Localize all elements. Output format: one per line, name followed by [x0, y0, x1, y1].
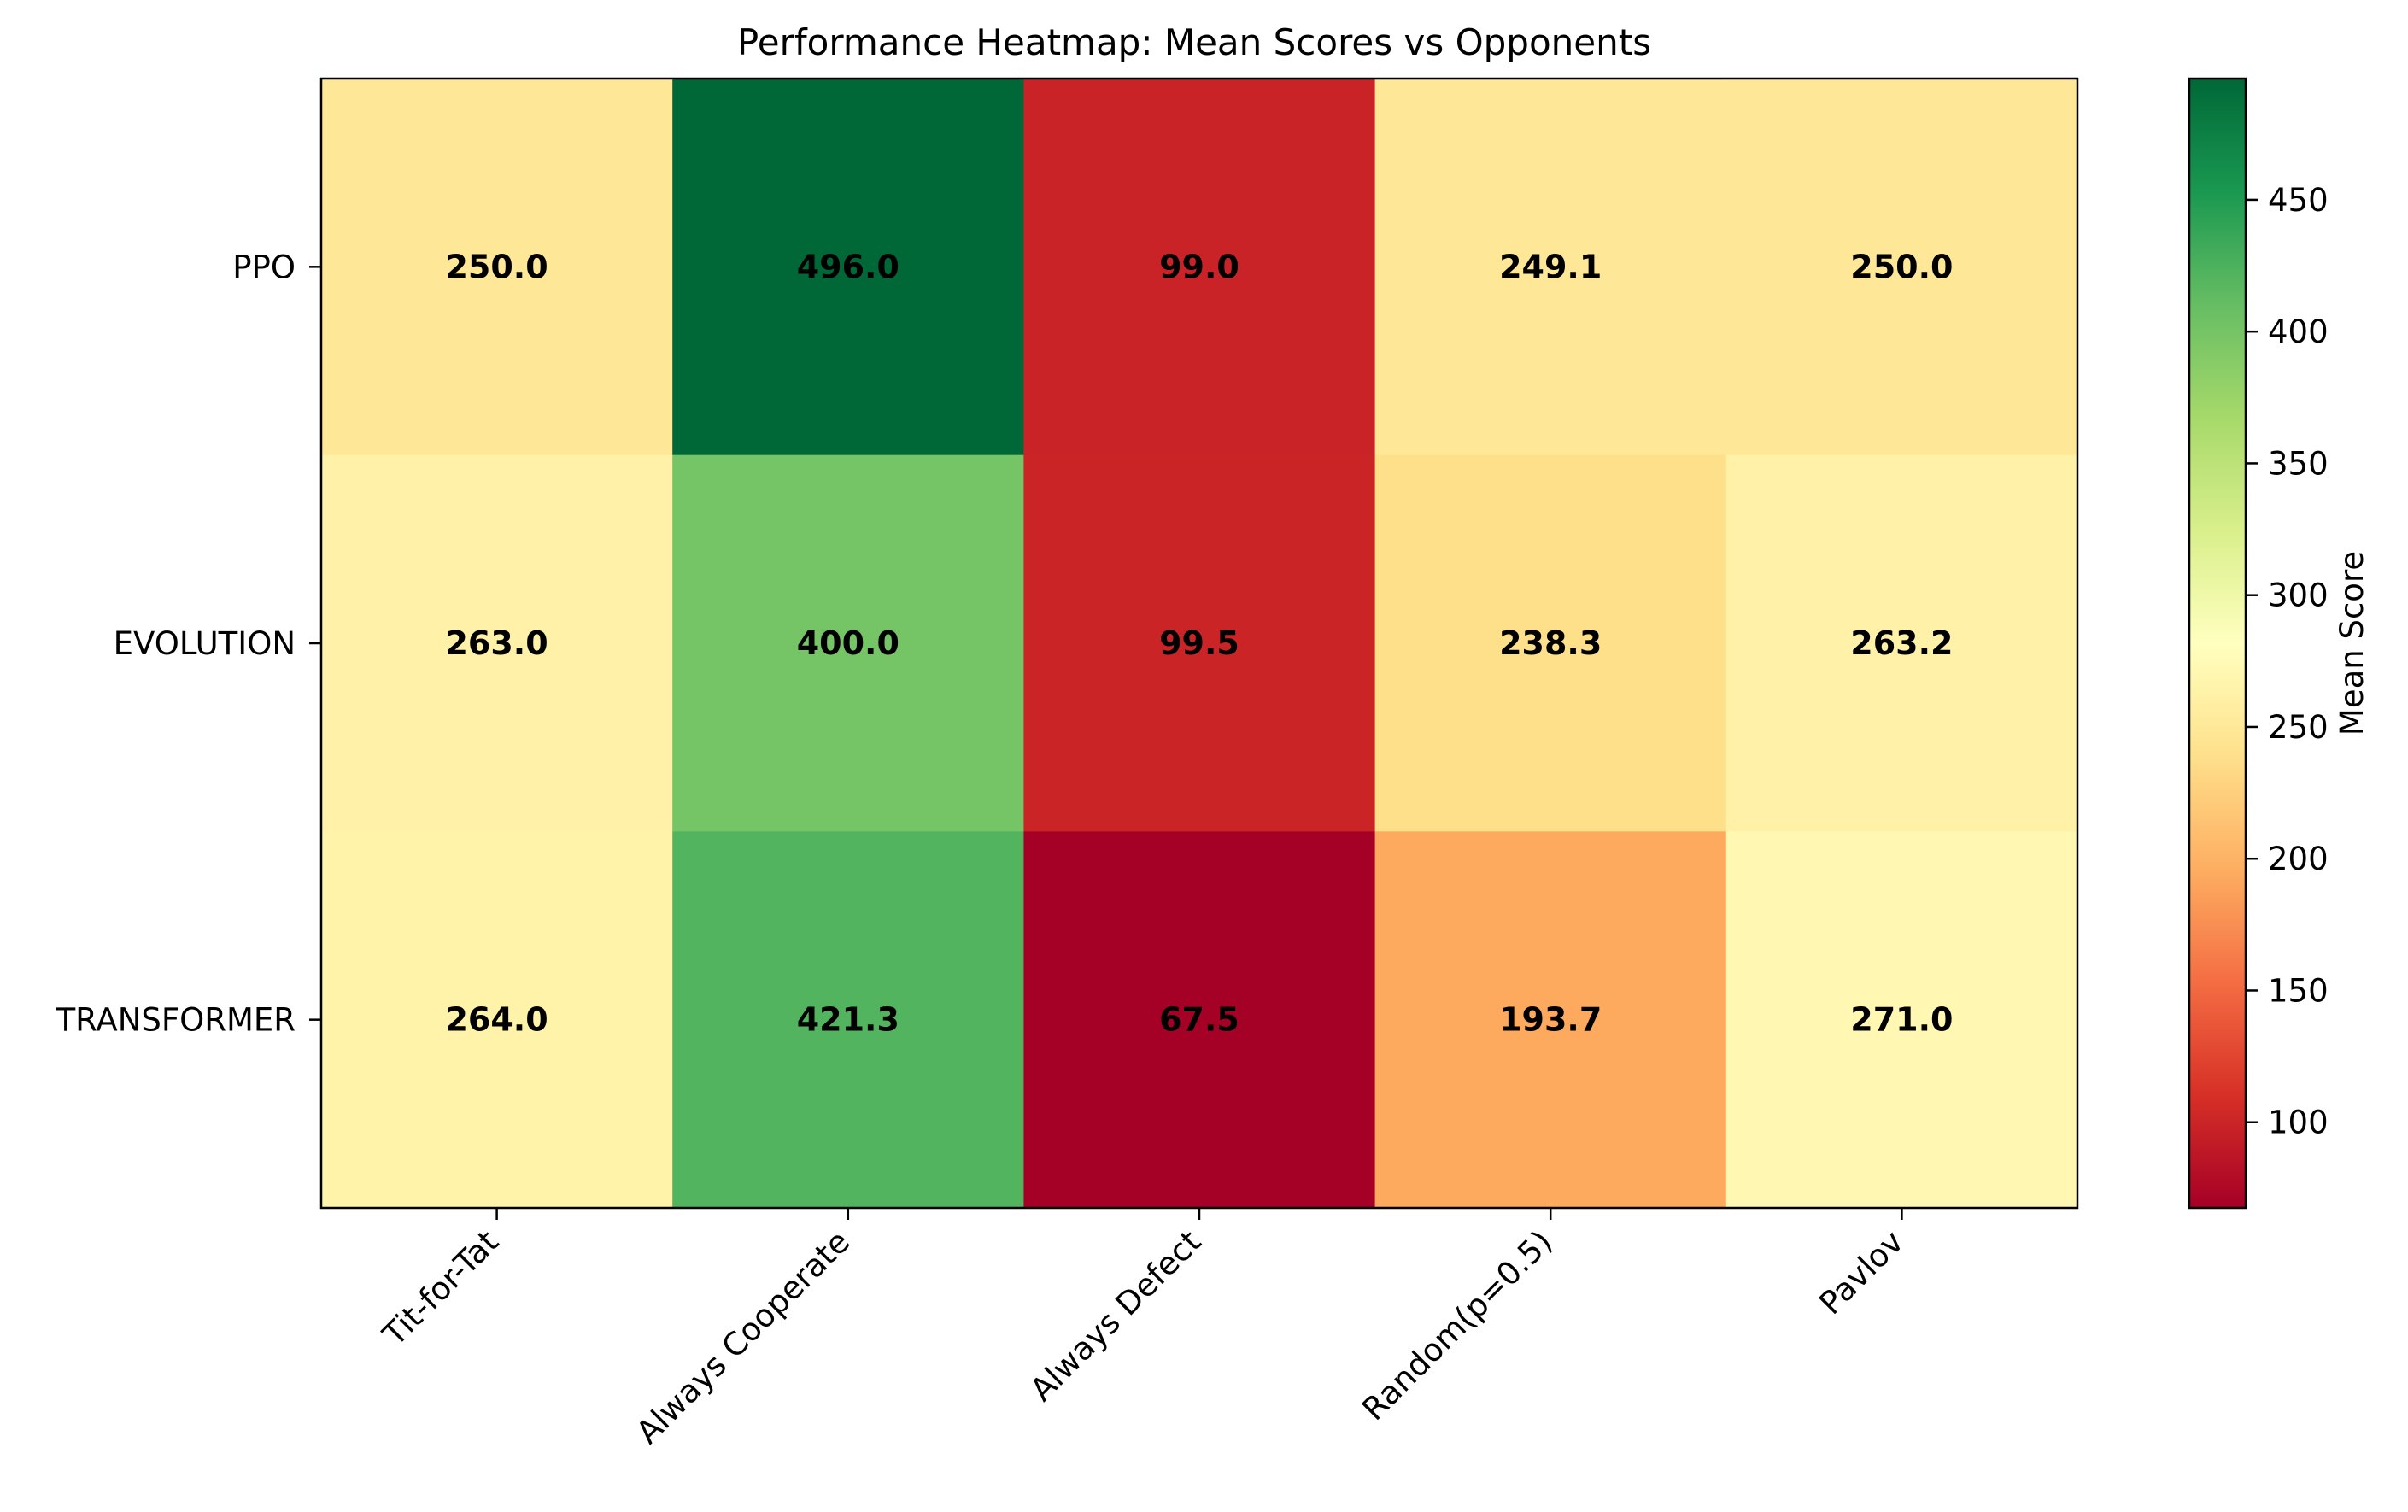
cell-value-label: 421.3 — [797, 1001, 899, 1039]
heatmap-cell — [672, 454, 1024, 832]
y-tick-label: TRANSFORMER — [56, 1002, 296, 1039]
cell-value-label: 99.0 — [1159, 248, 1239, 285]
heatmap-cell — [1725, 831, 2078, 1209]
colorbar-tick-label: 450 — [2268, 182, 2329, 219]
cell-value-label: 67.5 — [1159, 1001, 1239, 1039]
x-tick-label: Random(p=0.5) — [1355, 1223, 1559, 1427]
heatmap-cell — [1023, 454, 1376, 832]
cell-value-label: 271.0 — [1850, 1001, 1953, 1039]
cell-value-label: 99.5 — [1159, 624, 1239, 662]
heatmap-cell — [672, 831, 1024, 1209]
cell-value-label: 193.7 — [1499, 1001, 1602, 1039]
cell-value-label: 400.0 — [797, 624, 899, 662]
x-tick-label: Pavlov — [1812, 1223, 1910, 1322]
heatmap-cell — [1374, 79, 1727, 456]
x-tick-label: Always Defect — [1023, 1223, 1209, 1409]
heatmap-cell — [1725, 454, 2078, 832]
cell-value-label: 238.3 — [1499, 624, 1602, 662]
colorbar-tick-label: 150 — [2268, 972, 2329, 1009]
heatmap-cell — [321, 79, 673, 456]
colorbar-tick-label: 100 — [2268, 1105, 2329, 1141]
y-tick-label: EVOLUTION — [114, 625, 296, 662]
heatmap-cells — [321, 79, 2078, 1209]
colorbar-ticks: 100 150 200 250 300 350 400 450 — [2246, 182, 2329, 1141]
cell-value-labels: 250.0 496.0 99.0 249.1 250.0 263.0 400.0 99.5 23… — [445, 248, 1953, 1038]
heatmap-cell — [1023, 831, 1376, 1209]
x-tick-label: Always Cooperate — [630, 1223, 858, 1451]
heatmap-cell — [1023, 79, 1376, 456]
x-tick-label: Tit-for-Tat — [375, 1223, 506, 1354]
cell-value-label: 263.0 — [445, 624, 548, 662]
heatmap-cell — [321, 454, 673, 832]
cell-value-label: 496.0 — [797, 248, 899, 285]
heatmap-cell — [1374, 454, 1727, 832]
x-axis-ticks: Tit-for-Tat Always Cooperate Always Defect… — [375, 1208, 1911, 1451]
heatmap-cell — [1374, 831, 1727, 1209]
y-tick-label: PPO — [232, 249, 296, 285]
heatmap-cell — [672, 79, 1024, 456]
colorbar-tick-label: 200 — [2268, 841, 2329, 877]
cell-value-label: 264.0 — [445, 1001, 548, 1039]
colorbar-tick-label: 300 — [2268, 577, 2329, 614]
y-axis-ticks: PPO EVOLUTION TRANSFORMER — [56, 249, 321, 1039]
colorbar-label: Mean Score — [2334, 551, 2370, 735]
cell-value-label: 249.1 — [1499, 248, 1602, 285]
cell-value-label: 250.0 — [445, 248, 548, 285]
colorbar — [2188, 77, 2247, 1210]
colorbar-tick-label: 350 — [2268, 445, 2329, 482]
colorbar-tick-label: 250 — [2268, 709, 2329, 746]
heatmap-cell — [1725, 79, 2078, 456]
colorbar-tick-label: 400 — [2268, 314, 2329, 350]
cell-value-label: 263.2 — [1850, 624, 1953, 662]
heatmap-cell — [321, 831, 673, 1209]
chart-title: Performance Heatmap: Mean Scores vs Oppo… — [737, 21, 1651, 63]
cell-value-label: 250.0 — [1850, 248, 1953, 285]
